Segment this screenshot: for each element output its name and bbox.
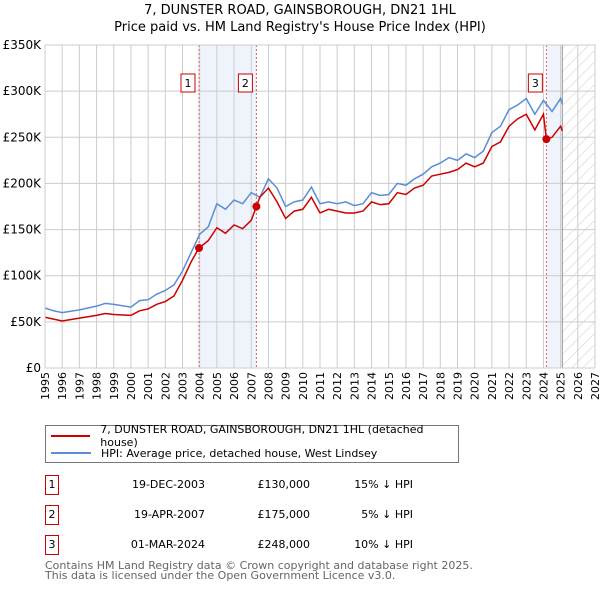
y-tick-label: £100K	[3, 269, 43, 283]
x-tick-label: 2023	[520, 372, 533, 400]
sale-row: 3 01-MAR-2024 £248,000 10% ↓ HPI	[45, 535, 445, 555]
legend-label: 7, DUNSTER ROAD, GAINSBOROUGH, DN21 1HL …	[100, 423, 424, 449]
legend-item-hpi: HPI: Average price, detached house, West…	[51, 445, 377, 461]
y-tick-label: £150K	[3, 223, 43, 237]
plot-area: 1995 1996 1997 1998 1999 2000 2001 2002 2003 2004…	[3, 38, 600, 400]
sale-hpi-diff: 15% ↓ HPI	[354, 478, 413, 491]
sale-marker: 1	[45, 475, 59, 495]
x-tick-label: 2009	[280, 372, 293, 400]
sale-marker: 2	[45, 505, 59, 525]
x-tick-label: 2025	[555, 372, 568, 400]
red-line-swatch	[51, 435, 91, 437]
footer: Contains HM Land Registry data © Crown c…	[45, 559, 473, 582]
x-tick-label: 2003	[177, 372, 190, 400]
x-tick-label: 2027	[589, 372, 600, 400]
x-tick-label: 2026	[572, 372, 585, 400]
sale-label-box	[237, 73, 253, 93]
sale-row: 2 19-APR-2007 £175,000 5% ↓ HPI	[45, 505, 445, 525]
x-tick-label: 2011	[314, 372, 327, 400]
sale-label-box	[527, 73, 543, 93]
legend-item-property: 7, DUNSTER ROAD, GAINSBOROUGH, DN21 1HL …	[51, 423, 458, 449]
sale-label-number: 3	[532, 77, 539, 90]
price-paid-line	[44, 111, 564, 322]
x-tick-label: 1995	[39, 372, 52, 400]
sale-marker: 3	[45, 535, 59, 555]
x-tick-label: 2019	[452, 372, 465, 400]
chart-subtitle: Price paid vs. HM Land Registry's House …	[114, 20, 486, 35]
x-tick-label: 2014	[366, 372, 379, 400]
sale-date: 19-APR-2007	[133, 508, 205, 521]
x-tick-label: 2013	[348, 372, 361, 400]
y-tick-label: £50K	[10, 315, 42, 329]
sale-point	[195, 244, 203, 253]
x-tick-label: 2010	[297, 372, 310, 400]
y-tick-label: £200K	[3, 176, 43, 190]
sale-price: £248,000	[257, 538, 311, 551]
sale-label-number: 2	[242, 77, 249, 90]
sale-point	[542, 135, 551, 144]
x-tick-label: 2012	[331, 372, 344, 400]
x-tick-label: 2021	[486, 372, 499, 400]
chart-title: 7, DUNSTER ROAD, GAINSBOROUGH, DN21 1HL	[144, 3, 456, 18]
x-tick-label: 1996	[56, 372, 69, 400]
sale-hpi-diff: 5% ↓ HPI	[361, 508, 413, 521]
sale-label-number: 1	[185, 77, 192, 90]
x-tick-label: 2022	[503, 372, 516, 400]
x-tick-label: 2024	[537, 372, 550, 400]
x-tick-label: 2016	[400, 372, 413, 400]
blue-line-swatch	[51, 452, 91, 454]
x-tick-label: 2006	[228, 372, 241, 400]
x-tick-label: 2017	[417, 372, 430, 400]
x-tick-label: 2008	[262, 372, 275, 400]
sale-point	[252, 202, 261, 211]
x-tick-label: 2004	[194, 372, 207, 400]
forecast-hatch	[562, 45, 595, 368]
y-tick-label: £250K	[3, 130, 43, 144]
sale-label-box	[180, 73, 196, 93]
x-tick-label: 2000	[125, 372, 138, 400]
x-tick-label: 2015	[383, 372, 396, 400]
x-tick-label: 2005	[211, 372, 224, 400]
x-tick-label: 2020	[469, 372, 482, 400]
y-tick-label: £350K	[3, 38, 43, 52]
x-tick-label: 1999	[108, 372, 121, 400]
sale-date: 19-DEC-2003	[131, 478, 205, 491]
x-tick-label: 1998	[91, 372, 104, 400]
hpi-line	[44, 96, 564, 314]
legend: 7, DUNSTER ROAD, GAINSBOROUGH, DN21 1HL …	[45, 423, 459, 463]
y-tick-label: £300K	[3, 84, 43, 98]
footer-licence: This data is licensed under the Open Gov…	[45, 569, 396, 582]
x-tick-label: 2001	[142, 372, 155, 400]
sale-row: 1 19-DEC-2003 £130,000 15% ↓ HPI	[45, 475, 445, 495]
x-tick-label: 2018	[434, 372, 447, 400]
sale-price: £130,000	[257, 478, 311, 491]
sale-date: 01-MAR-2024	[130, 538, 205, 551]
x-tick-label: 1997	[73, 372, 86, 400]
y-tick-label: £0	[26, 361, 41, 375]
x-tick-label: 2007	[245, 372, 258, 400]
sale-price: £175,000	[257, 508, 311, 521]
legend-label: HPI: Average price, detached house, West…	[101, 446, 378, 460]
sale-hpi-diff: 10% ↓ HPI	[354, 538, 413, 551]
footer-copyright: Contains HM Land Registry data © Crown c…	[45, 559, 473, 572]
sale-period-shade	[546, 45, 563, 368]
x-tick-label: 2002	[159, 372, 172, 400]
plot-frame	[44, 44, 596, 369]
